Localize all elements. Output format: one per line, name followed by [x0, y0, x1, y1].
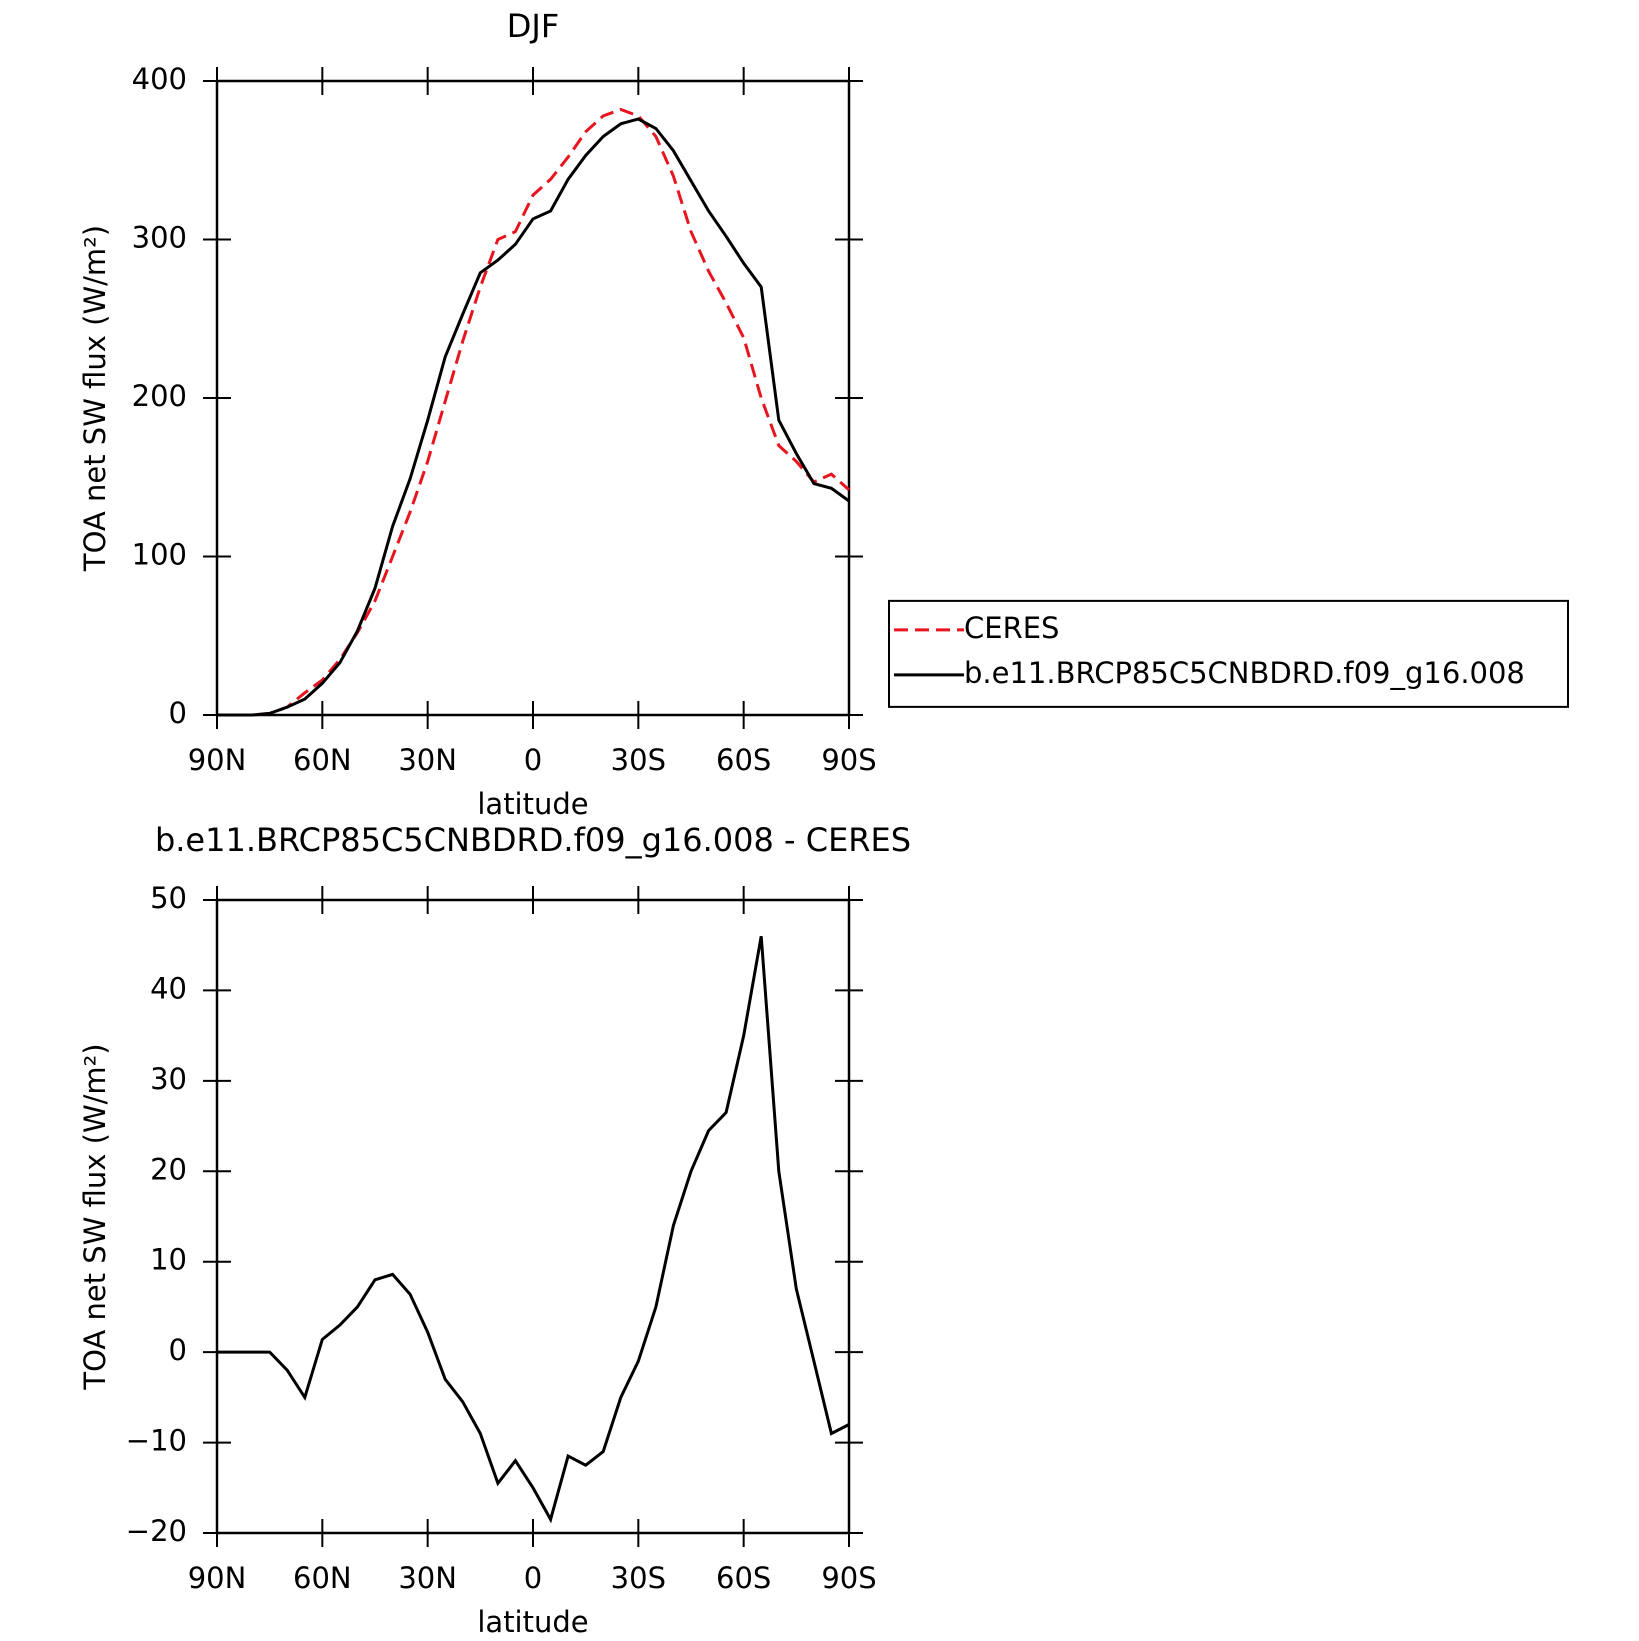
- y-tick-label: 10: [150, 1243, 187, 1277]
- chart-title: b.e11.BRCP85C5CNBDRD.f09_g16.008 - CERES: [155, 821, 911, 859]
- x-axis-label: latitude: [477, 787, 588, 821]
- x-tick-label: 60S: [716, 743, 771, 777]
- y-tick-label: 30: [150, 1062, 187, 1096]
- y-tick-label: 0: [169, 1333, 187, 1367]
- line-series: [217, 935, 850, 1524]
- x-tick-label: 90N: [188, 743, 247, 777]
- y-tick-label: 20: [150, 1152, 187, 1186]
- x-tick-label: 60N: [293, 743, 352, 777]
- legend-label: b.e11.BRCP85C5CNBDRD.f09_g16.008: [964, 656, 1525, 690]
- legend-box: [888, 599, 1569, 708]
- x-tick-label: 90S: [821, 743, 876, 777]
- y-tick-label: 40: [150, 971, 187, 1005]
- x-tick-label: 0: [524, 743, 542, 777]
- x-tick-label: 30N: [398, 1561, 457, 1595]
- y-tick-label: 300: [132, 221, 187, 255]
- y-tick-label: 50: [150, 881, 187, 915]
- legend-label: CERES: [964, 611, 1059, 645]
- x-tick-label: 60S: [716, 1561, 771, 1595]
- x-axis-label: latitude: [477, 1605, 588, 1639]
- x-tick-label: 30S: [611, 743, 666, 777]
- x-tick-label: 60N: [293, 1561, 352, 1595]
- y-axis-label: TOA net SW flux (W/m²): [78, 1043, 112, 1390]
- y-tick-label: −10: [126, 1424, 187, 1458]
- line-series: [217, 107, 851, 717]
- x-tick-label: 30N: [398, 743, 457, 777]
- y-tick-label: 200: [132, 379, 187, 413]
- x-tick-label: 90N: [188, 1561, 247, 1595]
- y-tick-label: −20: [126, 1514, 187, 1548]
- x-tick-label: 0: [524, 1561, 542, 1595]
- chart-title: DJF: [507, 7, 559, 45]
- line-series: [217, 117, 850, 717]
- y-tick-label: 100: [132, 538, 187, 572]
- y-tick-label: 400: [132, 62, 187, 96]
- x-tick-label: 30S: [611, 1561, 666, 1595]
- y-tick-label: 0: [169, 696, 187, 730]
- plot-frame: [215, 79, 851, 717]
- y-axis-label: TOA net SW flux (W/m²): [78, 225, 112, 572]
- plot-frame: [215, 898, 851, 1535]
- x-tick-label: 90S: [821, 1561, 876, 1595]
